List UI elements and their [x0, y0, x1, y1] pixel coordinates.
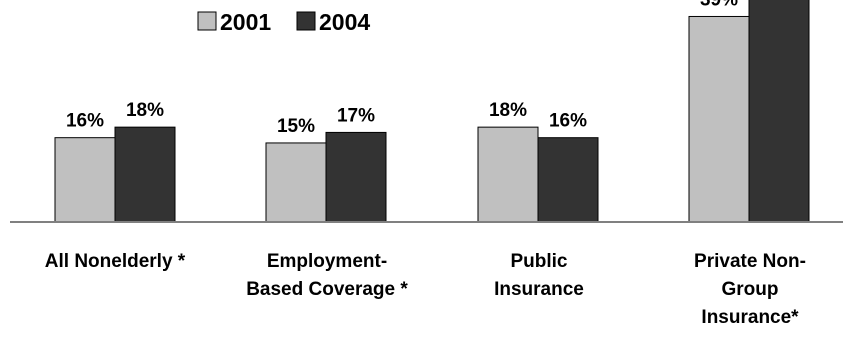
category-label-line: Insurance*	[701, 307, 799, 328]
category-label-line: Employment-	[266, 251, 388, 272]
legend-label-2004: 2004	[319, 9, 370, 35]
category-label-line: Insurance	[494, 279, 584, 300]
value-label-2001-cat-3: 39%	[700, 0, 738, 10]
category-labels: All Nonelderly * Employment- Based Coverag…	[0, 248, 843, 337]
legend: 2001 2004	[197, 9, 370, 35]
bar-2004-cat-3	[748, 0, 810, 223]
value-label-2001-cat-1: 15%	[277, 116, 315, 137]
bar-2001-cat-1	[265, 142, 327, 223]
value-label-2004-cat-0: 18%	[126, 100, 164, 121]
bar-2004-cat-0	[114, 126, 176, 223]
bar-2001-cat-0	[54, 137, 116, 223]
category-label-0: All Nonelderly *	[0, 248, 230, 276]
category-label-3: Private Non- Group Insurance*	[650, 248, 843, 332]
bar-2001-cat-2	[477, 126, 539, 223]
bar-2004-cat-1	[325, 131, 387, 223]
value-label-2004-cat-1: 17%	[337, 105, 375, 126]
legend-label-2001: 2001	[220, 9, 271, 35]
category-label-line: Public	[510, 251, 568, 272]
bars-group	[54, 0, 810, 223]
value-label-2001-cat-2: 18%	[489, 100, 527, 121]
value-label-2001-cat-0: 16%	[66, 111, 104, 132]
value-labels-group: 16% 18% 15% 17% 18% 16% 39%	[66, 0, 738, 137]
legend-swatch-2004	[296, 11, 316, 31]
category-label-1: Employment- Based Coverage *	[212, 248, 442, 304]
bar-2004-cat-2	[537, 137, 599, 223]
category-label-line: All Nonelderly *	[44, 251, 186, 272]
bar-2001-cat-3	[688, 15, 750, 223]
category-label-line: Private Non-	[694, 251, 806, 272]
legend-swatch-2001	[197, 11, 217, 31]
category-label-2: Public Insurance	[439, 248, 639, 304]
category-label-line: Group	[721, 279, 779, 300]
category-label-line: Based Coverage *	[246, 279, 408, 300]
value-label-2004-cat-2: 16%	[549, 111, 587, 132]
